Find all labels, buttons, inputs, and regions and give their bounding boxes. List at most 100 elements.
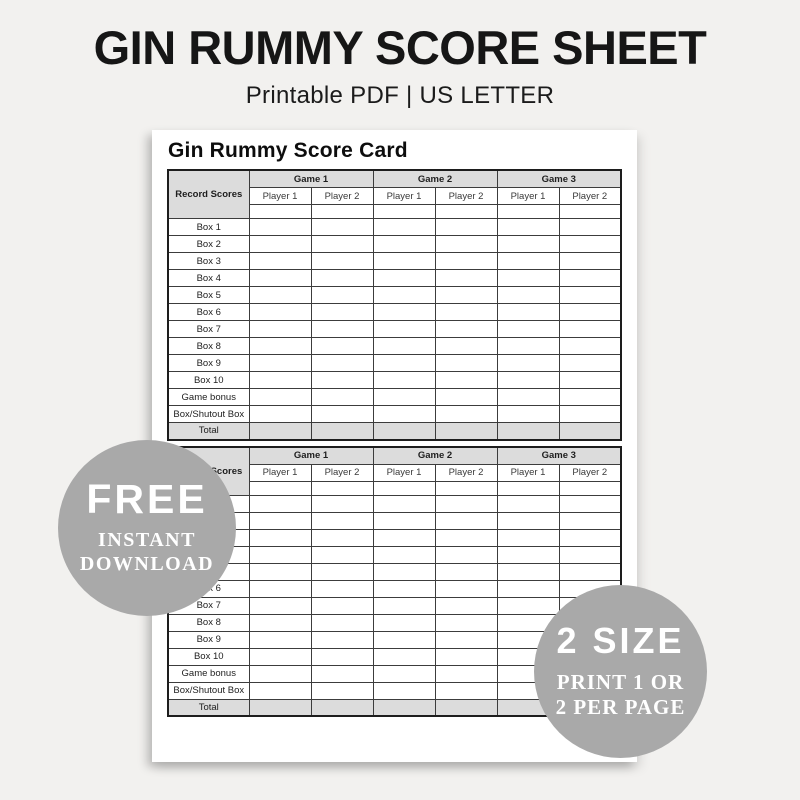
score-cell — [248, 494, 312, 513]
score-cell — [372, 647, 436, 666]
free-download-badge: FREE INSTANT DOWNLOAD — [58, 440, 236, 616]
score-row: Box 3 — [167, 252, 622, 270]
score-cell — [434, 494, 498, 513]
score-cell — [496, 494, 560, 513]
free-badge-line3: DOWNLOAD — [79, 553, 215, 575]
score-cell — [372, 579, 436, 598]
score-cell — [434, 613, 498, 632]
score-cell — [372, 269, 436, 287]
row-label-cell: Box 2 — [167, 235, 250, 253]
score-row: Box 5 — [167, 562, 622, 581]
score-row: Box 6 — [167, 579, 622, 598]
score-cell — [248, 371, 312, 389]
score-cell — [558, 252, 622, 270]
row-label-cell: Total — [167, 698, 250, 717]
score-cell — [310, 303, 374, 321]
sheet-title: Gin Rummy Score Card — [168, 139, 408, 162]
score-cell — [372, 681, 436, 700]
spacer-cell — [310, 480, 374, 496]
score-cell — [248, 698, 312, 717]
score-cell — [434, 371, 498, 389]
score-row: Box 1 — [167, 494, 622, 513]
row-label-cell: Box 8 — [167, 613, 250, 632]
score-cell — [372, 494, 436, 513]
score-row: Box 9 — [167, 630, 622, 649]
score-cell — [310, 286, 374, 304]
spacer-cell — [558, 480, 622, 496]
score-cell — [434, 545, 498, 564]
score-cell — [372, 218, 436, 236]
score-cell — [496, 269, 560, 287]
score-cell — [372, 613, 436, 632]
score-cell — [248, 528, 312, 547]
score-cell — [310, 562, 374, 581]
score-cell — [248, 405, 312, 423]
score-cell — [248, 269, 312, 287]
score-cell — [372, 698, 436, 717]
score-row: Box 4 — [167, 269, 622, 287]
score-cell — [558, 320, 622, 338]
game-header: Game 2 — [372, 169, 498, 188]
score-cell — [496, 218, 560, 236]
score-cell — [310, 405, 374, 423]
score-cell — [434, 528, 498, 547]
score-cell — [496, 422, 560, 440]
free-badge-headline: FREE — [86, 476, 208, 523]
player-header: Player 1 — [372, 187, 436, 205]
score-cell — [372, 562, 436, 581]
score-cell — [248, 354, 312, 372]
score-cell — [434, 286, 498, 304]
product-title: GIN RUMMY SCORE SHEET — [93, 21, 707, 74]
score-cell — [434, 388, 498, 406]
score-cell — [248, 647, 312, 666]
score-cell — [434, 596, 498, 615]
player-header: Player 1 — [372, 463, 436, 482]
score-cell — [558, 337, 622, 355]
row-label-cell: Total — [167, 422, 250, 440]
score-cell — [310, 252, 374, 270]
score-cell — [310, 422, 374, 440]
score-cell — [434, 235, 498, 253]
score-cell — [372, 371, 436, 389]
score-cell — [558, 286, 622, 304]
row-label-cell: Box 4 — [167, 269, 250, 287]
product-subtitle: Printable PDF | US LETTER — [245, 82, 555, 109]
score-cell — [372, 422, 436, 440]
score-cell — [248, 286, 312, 304]
score-row: Box 6 — [167, 303, 622, 321]
score-cell — [310, 613, 374, 632]
game-header: Game 2 — [372, 446, 498, 465]
score-cell — [496, 235, 560, 253]
score-row: Box 5 — [167, 286, 622, 304]
spacer-cell — [310, 204, 374, 219]
score-cell — [434, 303, 498, 321]
score-row: Total — [167, 422, 622, 440]
spacer-cell — [496, 204, 560, 219]
player-header: Player 1 — [496, 187, 560, 205]
score-cell — [310, 545, 374, 564]
score-cell — [558, 405, 622, 423]
two-size-badge: 2 SIZE PRINT 1 OR 2 PER PAGE — [534, 585, 707, 758]
score-cell — [496, 286, 560, 304]
score-cell — [248, 545, 312, 564]
row-label-cell: Box 7 — [167, 320, 250, 338]
score-cell — [310, 371, 374, 389]
score-cell — [248, 320, 312, 338]
score-cell — [434, 562, 498, 581]
row-label-cell: Game bonus — [167, 388, 250, 406]
score-cell — [558, 371, 622, 389]
score-cell — [434, 698, 498, 717]
score-cell — [310, 647, 374, 666]
score-row: Box/Shutout Box — [167, 405, 622, 423]
score-cell — [310, 337, 374, 355]
score-cell — [248, 630, 312, 649]
score-cell — [372, 388, 436, 406]
score-cell — [248, 664, 312, 683]
score-cell — [496, 596, 560, 615]
score-cell — [558, 269, 622, 287]
score-cell — [434, 630, 498, 649]
row-label-cell: Box 8 — [167, 337, 250, 355]
